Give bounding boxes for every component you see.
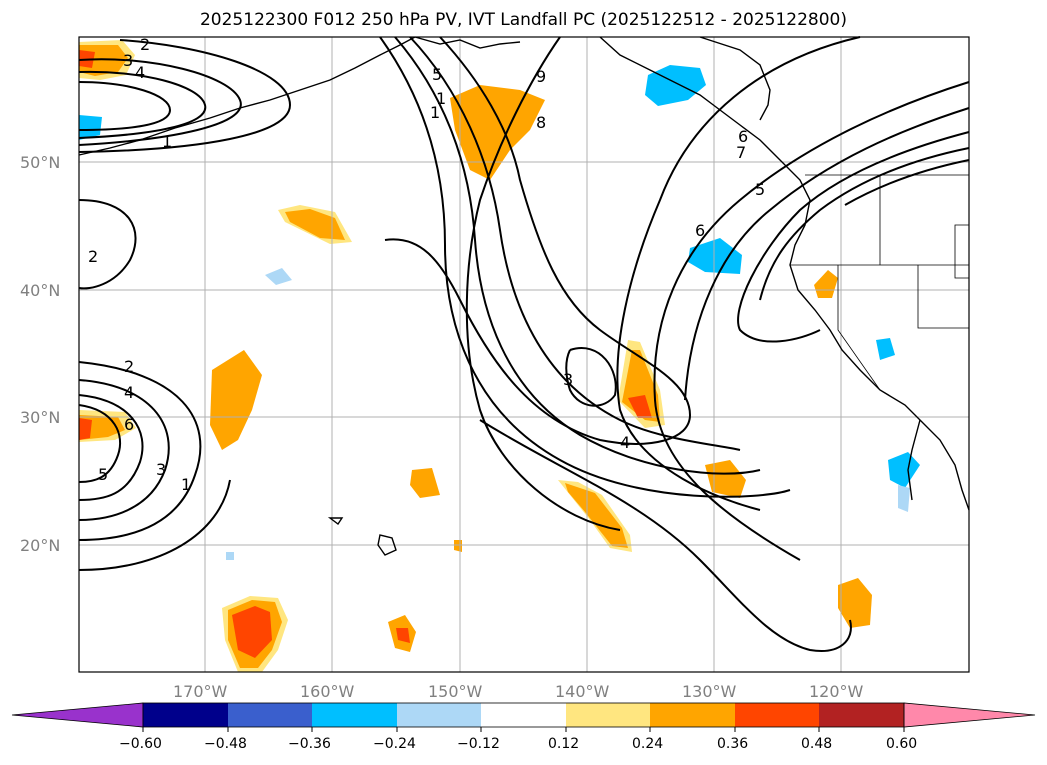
contour-label: 5 xyxy=(432,65,442,84)
contour-label: 4 xyxy=(135,63,145,82)
anomaly-blob xyxy=(838,578,872,628)
lon-label: 140°W xyxy=(555,682,610,701)
map-title: 2025122300 F012 250 hPa PV, IVT Landfall… xyxy=(199,10,847,30)
anomaly-blob xyxy=(79,115,102,140)
anomaly-blob xyxy=(814,270,838,298)
colorbar-tick-label: 0.12 xyxy=(548,736,580,752)
anomaly-blob xyxy=(628,395,652,418)
pv-contours xyxy=(78,36,970,652)
anomaly-blob xyxy=(565,483,628,548)
contour-labels: 2 3 4 1 2 2 4 6 5 3 1 5 6 9 8 7 1 3 5 6 … xyxy=(88,35,765,494)
colorbar-tick-label: −0.36 xyxy=(288,736,331,752)
contour-label: 2 xyxy=(88,247,98,266)
gridlines xyxy=(79,37,969,672)
pv-shading xyxy=(79,40,920,672)
contour-label: 6 xyxy=(124,415,134,434)
anomaly-blob xyxy=(79,418,92,440)
contour-label: 5 xyxy=(755,180,765,199)
lon-label: 130°W xyxy=(682,682,737,701)
colorbar-tick-label: −0.12 xyxy=(457,736,500,752)
colorbar-tick-label: 0.60 xyxy=(886,736,918,752)
plot-area xyxy=(79,37,969,672)
contour-label: 2 xyxy=(124,357,134,376)
contour-label: 1 xyxy=(436,89,446,108)
anomaly-blob xyxy=(232,606,272,658)
plot-frame xyxy=(78,36,970,673)
contour-label: 3 xyxy=(156,460,166,479)
colorbar xyxy=(11,702,1036,732)
colorbar-tick-label: −0.48 xyxy=(204,736,247,752)
contour-label: 7 xyxy=(736,143,746,162)
lon-label: 120°W xyxy=(809,682,864,701)
lat-label: 30°N xyxy=(20,408,61,427)
contour-label: 6 xyxy=(695,221,705,240)
contour-label: 1 xyxy=(162,132,172,151)
anomaly-blob xyxy=(396,628,410,643)
anomaly-blob xyxy=(226,552,234,560)
contour-label: 9 xyxy=(536,67,546,86)
colorbar-tick-label: 0.48 xyxy=(801,736,833,752)
colorbar-tick-label: −0.24 xyxy=(373,736,416,752)
anomaly-blob xyxy=(705,460,746,498)
anomaly-blob xyxy=(888,452,920,488)
anomaly-blob xyxy=(898,485,910,512)
anomaly-blob xyxy=(876,338,895,360)
colorbar-tick-label: 0.24 xyxy=(632,736,664,752)
contour-label: 2 xyxy=(140,35,150,54)
contour-label: 6 xyxy=(738,127,748,146)
contour-label: 5 xyxy=(98,465,108,484)
anomaly-blob xyxy=(450,85,545,180)
lon-label: 170°W xyxy=(173,682,228,701)
anomaly-blob xyxy=(210,350,262,450)
anomaly-blob xyxy=(410,468,440,498)
lat-label: 40°N xyxy=(20,281,61,300)
anomaly-blob xyxy=(265,268,292,285)
anomaly-blob xyxy=(285,209,345,240)
contour-label: 3 xyxy=(563,370,573,389)
lat-label: 50°N xyxy=(20,153,61,172)
lon-label: 160°W xyxy=(300,682,355,701)
contour-label: 8 xyxy=(536,113,546,132)
colorbar-tick-label: 0.36 xyxy=(717,736,749,752)
contour-label: 1 xyxy=(181,475,191,494)
contour-label: 3 xyxy=(123,51,133,70)
contour-label: 1 xyxy=(430,103,440,122)
lat-label: 20°N xyxy=(20,536,61,555)
colorbar-tick-label: −0.60 xyxy=(119,736,162,752)
anomaly-blob xyxy=(454,540,462,552)
contour-label: 4 xyxy=(124,383,134,402)
contour-label: 4 xyxy=(620,433,630,452)
lon-label: 150°W xyxy=(428,682,483,701)
anomaly-blob xyxy=(688,238,742,274)
